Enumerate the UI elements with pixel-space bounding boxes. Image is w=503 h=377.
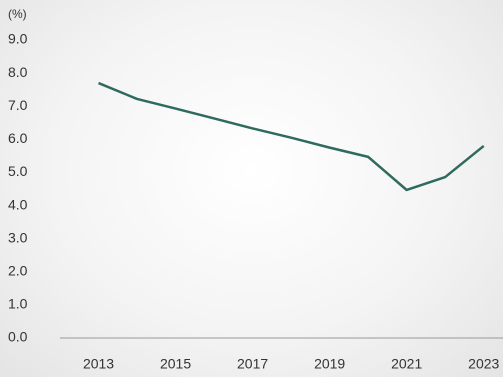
y-tick-label: 7.0 — [8, 97, 28, 113]
x-tick-label: 2021 — [391, 356, 422, 372]
x-tick-label: 2019 — [314, 356, 345, 372]
x-tick-label: 2017 — [237, 356, 268, 372]
y-tick-label: 4.0 — [8, 196, 28, 212]
x-tick-label: 2013 — [83, 356, 114, 372]
y-tick-label: 8.0 — [8, 64, 28, 80]
y-tick-label: 6.0 — [8, 130, 28, 146]
y-tick-label: 0.0 — [8, 329, 28, 345]
x-tick-label: 2023 — [468, 356, 499, 372]
y-tick-label: 2.0 — [8, 262, 28, 278]
y-tick-label: 1.0 — [8, 296, 28, 312]
y-axis-label: (%) — [8, 7, 27, 21]
data-line — [98, 81, 485, 192]
y-tick-label: 9.0 — [8, 31, 28, 47]
y-tick-label: 5.0 — [8, 163, 28, 179]
y-tick-label: 3.0 — [8, 229, 28, 245]
x-tick-label: 2015 — [160, 356, 191, 372]
